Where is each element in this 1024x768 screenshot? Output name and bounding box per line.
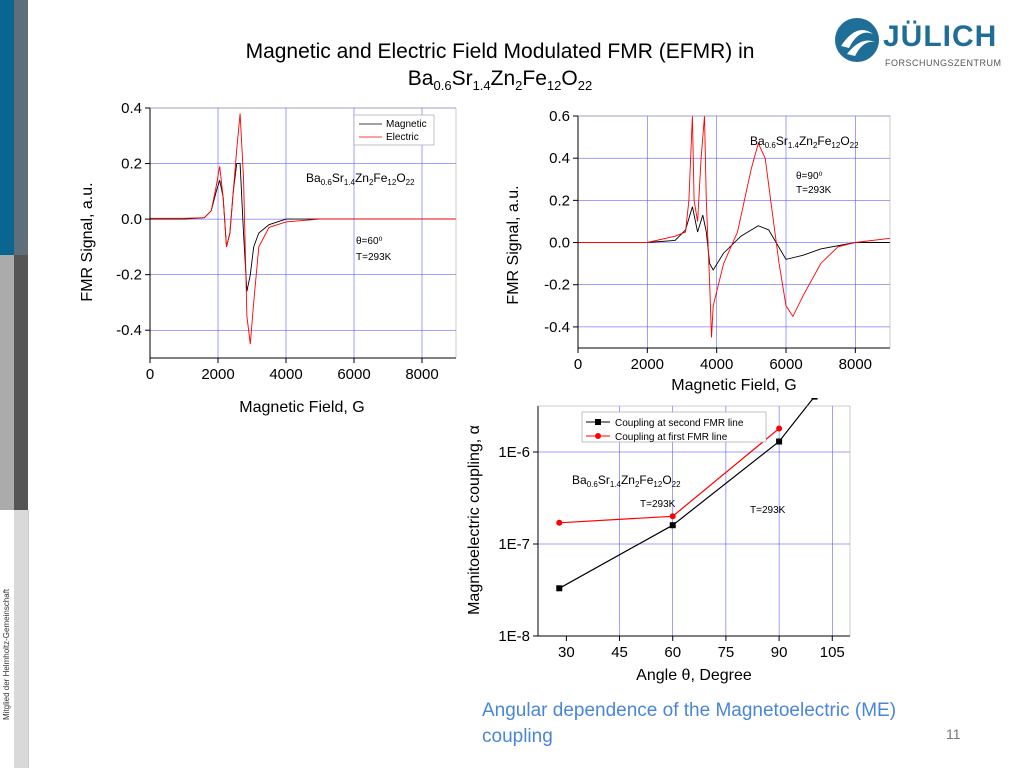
- chart2-xlabel: Magnetic Field, G: [671, 377, 796, 394]
- x-tick-label: 4000: [269, 366, 302, 383]
- y-tick-label: 1E-6: [498, 444, 530, 461]
- chart3-ylabel: Magnitoelectric coupling, α: [466, 425, 483, 615]
- slide-caption: Angular dependence of the Magnetoelectri…: [482, 700, 897, 747]
- y-tick-label: 0.2: [121, 156, 142, 173]
- y-tick-label: 0.2: [549, 192, 570, 209]
- slide-title: Magnetic and Electric Field Modulated FM…: [150, 38, 850, 99]
- chart3-legend: Coupling at second FMR line Coupling at …: [581, 411, 767, 443]
- x-tick-label: 90: [771, 644, 788, 661]
- chart2-ylabel: FMR Signal, a.u.: [505, 185, 522, 304]
- series-line-1: [150, 113, 456, 345]
- data-point: [669, 522, 676, 529]
- x-tick-label: 2000: [201, 366, 234, 383]
- fmr-chart-theta60: 0 2000 4000 6000 8000 0.4 0.2 0.0 -0.2 -0.4 Magne…: [79, 100, 457, 416]
- me-coupling-chart: 30 45 60 75 90 105 1E-6 1E-7 1E-8 Angle θ, Degre…: [466, 398, 851, 684]
- y-tick-label: -0.4: [544, 319, 570, 336]
- x-tick-label: 8000: [839, 356, 872, 373]
- logo-subtitle: FORSCHUNGSZENTRUM: [885, 58, 1002, 68]
- sidebar-bar: [0, 0, 29, 768]
- chart1-legend: Magnetic Electric: [353, 114, 435, 146]
- legend-second-marker: [595, 419, 601, 425]
- chart3-annot-temp1: T=293K: [640, 499, 676, 510]
- y-tick-label: 1E-8: [498, 628, 530, 645]
- y-tick-label: 0.4: [121, 100, 142, 117]
- chart1-formula: Ba0.6Sr1.4Zn2Fe12O22: [306, 171, 415, 187]
- data-point: [776, 425, 783, 432]
- x-tick-label: 6000: [337, 366, 370, 383]
- x-tick-label: 30: [558, 644, 575, 661]
- chart3-xlabel: Angle θ, Degree: [636, 667, 752, 684]
- chart2-annot-theta: θ=90⁰: [796, 171, 823, 182]
- julich-logo-icon: [835, 18, 879, 62]
- legend-first-marker: [595, 433, 601, 439]
- x-tick-label: 60: [664, 644, 681, 661]
- legend-electric: Electric: [386, 132, 419, 143]
- x-tick-label: 75: [718, 644, 735, 661]
- chart3-annot-temp2: T=293K: [750, 505, 786, 516]
- legend-magnetic: Magnetic: [386, 119, 427, 130]
- y-tick-label: -0.4: [116, 322, 142, 339]
- chart1-ticks: 0 2000 4000 6000 8000 0.4 0.2 0.0 -0.2 -0.4: [116, 100, 439, 383]
- x-tick-label: 8000: [405, 366, 438, 383]
- series-line-1: [578, 115, 891, 338]
- chart1-frame: [149, 107, 457, 359]
- sidebar-block-white-stripe: [14, 510, 28, 768]
- chart2-grid: [578, 115, 890, 348]
- y-tick-label: 0.0: [121, 211, 142, 228]
- data-point: [811, 398, 818, 400]
- x-tick-label: 105: [820, 644, 845, 661]
- julich-logo: JÜLICH FORSCHUNGSZENTRUM: [833, 14, 1003, 74]
- data-point: [556, 585, 563, 592]
- chart1-xlabel: Magnetic Field, G: [239, 399, 364, 416]
- x-tick-label: 0: [146, 366, 154, 383]
- page-number: 11: [946, 726, 961, 742]
- sidebar-block-grey-stripe: [14, 255, 28, 510]
- sidebar-block-white-left: [0, 510, 14, 768]
- chart2-ticks: 0 2000 4000 6000 8000 0.6 0.4 0.2 0.0 -0.2 -0.4: [544, 108, 872, 373]
- chart2-lines: [578, 115, 891, 338]
- y-tick-label: 0.6: [549, 108, 570, 125]
- y-tick-label: -0.2: [544, 277, 570, 294]
- title-line1: Magnetic and Electric Field Modulated FM…: [245, 40, 755, 63]
- x-tick-label: 2000: [631, 356, 664, 373]
- x-tick-label: 4000: [700, 356, 733, 373]
- chart2-formula: Ba0.6Sr1.4Zn2Fe12O22: [750, 134, 859, 150]
- fmr-chart-theta90: 0 2000 4000 6000 8000 0.6 0.4 0.2 0.0 -0.2 -0.4 Ma…: [505, 108, 891, 394]
- data-point: [669, 513, 676, 520]
- chart1-annot-theta: θ=60⁰: [356, 236, 383, 247]
- y-tick-label: 0.4: [549, 150, 570, 167]
- title-formula: Ba0.6Sr1.4Zn2Fe12O22: [407, 67, 593, 94]
- y-tick-label: 1E-7: [498, 536, 530, 553]
- series-line-0: [578, 206, 890, 271]
- chart1-lines: [150, 113, 456, 345]
- legend-second-line: Coupling at second FMR line: [615, 418, 744, 429]
- chart3-lines: [556, 398, 818, 592]
- chart1-ylabel: FMR Signal, a.u.: [79, 182, 96, 301]
- x-tick-label: 0: [574, 356, 582, 373]
- data-point: [776, 438, 783, 445]
- logo-wordmark: JÜLICH: [883, 20, 998, 53]
- x-tick-label: 6000: [769, 356, 802, 373]
- chart2-frame: [577, 115, 891, 349]
- chart3-frame: [537, 405, 851, 637]
- legend-first-line: Coupling at first FMR line: [615, 432, 728, 443]
- chart1-annot-temp: T=293K: [356, 252, 392, 263]
- series-line-0: [559, 398, 815, 589]
- y-tick-label: 0.0: [549, 235, 570, 252]
- x-tick-label: 45: [611, 644, 628, 661]
- chart1-grid: [150, 107, 456, 358]
- y-tick-label: -0.2: [116, 267, 142, 284]
- chart2-annot-temp: T=293K: [796, 185, 832, 196]
- sidebar-block-blue-stripe: [14, 0, 28, 255]
- data-point: [556, 519, 563, 526]
- helmholtz-member-text: Mitglied der Helmholtz-Gemeinschaft: [2, 588, 11, 720]
- chart3-ticks: 30 45 60 75 90 105 1E-6 1E-7 1E-8: [498, 444, 844, 661]
- chart3-formula: Ba0.6Sr1.4Zn2Fe12O22: [572, 473, 681, 489]
